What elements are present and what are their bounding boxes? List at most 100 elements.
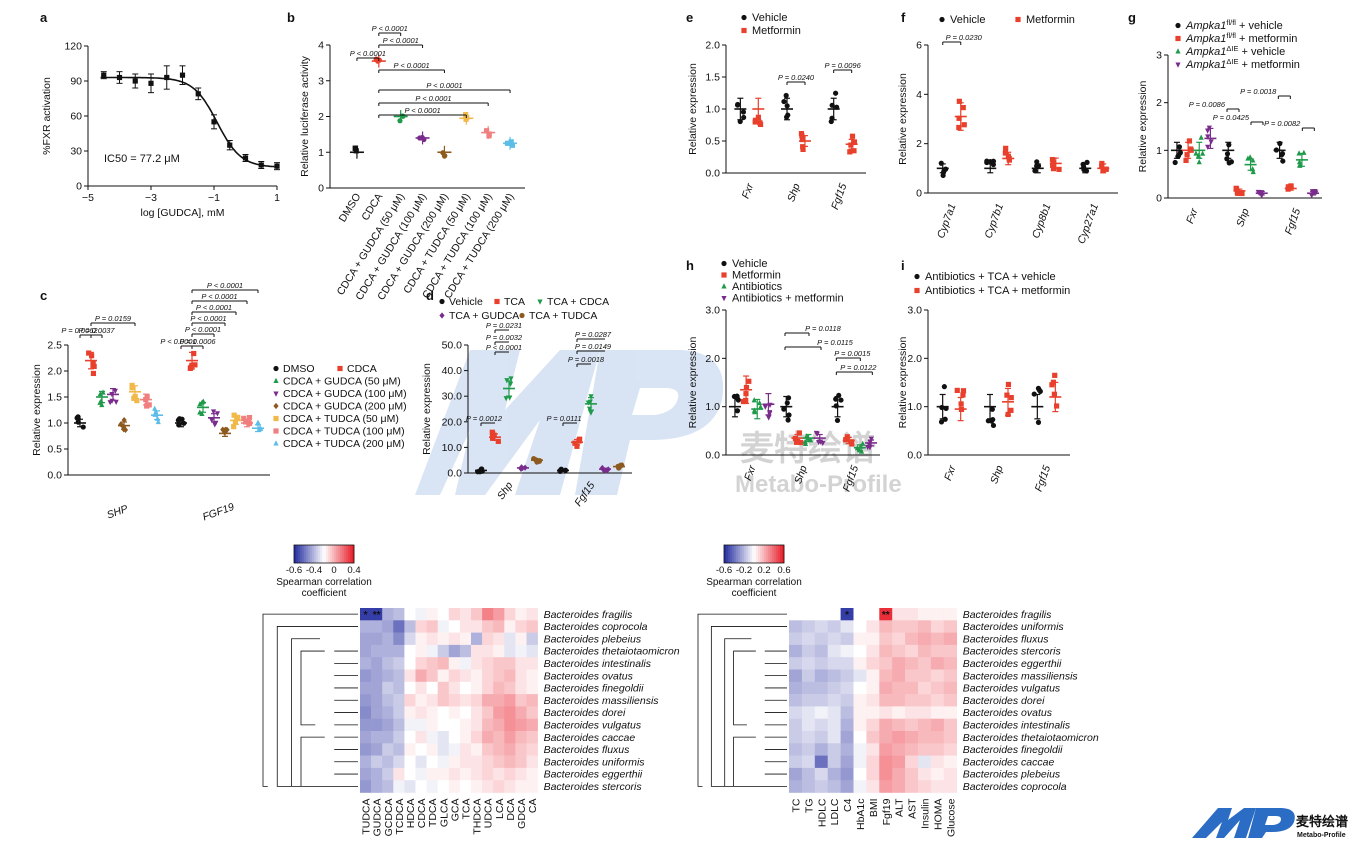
data-point xyxy=(148,80,154,86)
data-point xyxy=(1172,159,1178,166)
heatmap-cell xyxy=(437,731,450,744)
group-label: Shp xyxy=(988,464,1006,486)
heatmap-cell xyxy=(404,780,416,793)
heatmap-cell xyxy=(471,706,483,719)
p-value: P < 0.0001 xyxy=(404,106,440,115)
heatmap-cell xyxy=(515,780,527,793)
heatmap-cell xyxy=(504,755,516,769)
data-point xyxy=(851,148,857,154)
watermark-mark-icon xyxy=(415,350,600,495)
heatmap-cell xyxy=(789,608,803,621)
heatmap-cell xyxy=(504,718,516,732)
colorbar-label-line: coefficient xyxy=(302,588,347,599)
legend-gene: Ampka1 xyxy=(1185,33,1226,45)
data-point xyxy=(241,415,247,421)
heatmap-cell xyxy=(515,669,527,683)
data-point xyxy=(844,434,850,440)
heatmap-cell xyxy=(866,780,880,793)
colorbar-segment xyxy=(344,545,347,563)
legend-label: CDCA + TUDCA (50 μM) xyxy=(283,413,399,425)
data-point xyxy=(234,415,240,421)
series-points xyxy=(936,160,949,179)
heatmap-cell xyxy=(918,669,932,683)
heatmap-cell xyxy=(918,755,932,769)
legend-marker xyxy=(939,16,945,23)
legend-label: Antibiotics + TCA + metformin xyxy=(925,285,1070,297)
data-point xyxy=(242,155,249,161)
data-point xyxy=(956,124,962,131)
data-point xyxy=(1049,156,1056,163)
data-point xyxy=(274,163,280,169)
heatmap-cell xyxy=(360,755,372,769)
heatmap-cell xyxy=(789,620,803,633)
heatmap-cell xyxy=(853,694,867,707)
heatmap-cell xyxy=(515,718,527,732)
heatmap-cell xyxy=(437,780,450,793)
data-point xyxy=(802,440,809,446)
colorbar-segment xyxy=(336,545,339,563)
column-label: CDCA xyxy=(416,799,428,829)
colorbar-segment xyxy=(350,545,353,563)
y-tick-label: 2.0 xyxy=(705,353,720,365)
panel-d: 0.0 10.0 20.0 30.0 40.0 50.0 Relative expressi… xyxy=(421,321,632,509)
heatmap-cell xyxy=(943,657,957,670)
heatmap-cell xyxy=(493,620,505,633)
heatmap-cell xyxy=(827,608,841,621)
heatmap-cell xyxy=(943,706,957,719)
group-label: Cyp8b1 xyxy=(1030,202,1054,240)
p-value: P = 0.0018 xyxy=(568,355,605,364)
heatmap-cell xyxy=(789,669,803,683)
heatmap-cell xyxy=(879,620,893,633)
y-tick-label: 2 xyxy=(1156,97,1162,109)
heatmap-cell xyxy=(827,644,841,658)
heatmap-cell xyxy=(866,644,880,658)
heatmap-cell xyxy=(482,706,494,719)
data-point xyxy=(1250,168,1256,175)
row-label: Bacteroides finegoldii xyxy=(963,744,1063,756)
series-points xyxy=(1002,381,1014,418)
data-point xyxy=(489,429,495,435)
column-label: HbA1c xyxy=(855,799,867,831)
heatmap-cell xyxy=(526,706,538,719)
heatmap-cell xyxy=(471,681,483,695)
legend-marker xyxy=(1175,35,1181,42)
row-label: Bacteroides dorei xyxy=(963,695,1045,707)
data-point xyxy=(781,98,787,105)
heatmap-cell xyxy=(892,731,906,744)
colorbar-segment xyxy=(324,545,327,563)
legend-sup: ΔIE xyxy=(1226,57,1238,66)
heatmap-cell xyxy=(526,608,538,621)
data-point xyxy=(353,148,359,154)
heatmap-cell xyxy=(515,731,527,744)
heatmap-cell xyxy=(360,620,372,633)
heatmap-cell xyxy=(930,706,945,719)
heatmap-cell xyxy=(415,743,427,756)
y-tick-label: 40.0 xyxy=(442,365,463,377)
heatmap-cell xyxy=(827,706,841,719)
column-label: DCA xyxy=(505,799,517,821)
colorbar-segment xyxy=(770,545,773,563)
x-tick-label: −1 xyxy=(208,192,220,204)
heatmap-cell xyxy=(504,767,516,781)
heatmap-cell xyxy=(459,620,472,633)
colorbar-segment xyxy=(294,545,297,563)
data-point xyxy=(960,388,967,394)
y-tick-label: 2 xyxy=(916,138,922,150)
panel-c: 0.0 0.5 1.0 1.5 2.0 2.5 Relative expression SHP… xyxy=(31,281,270,523)
data-point xyxy=(175,417,181,423)
heatmap-cell xyxy=(504,780,516,793)
heatmap-cell xyxy=(393,780,405,793)
series-points xyxy=(1204,125,1217,150)
legend-gene: Ampka1 xyxy=(1185,59,1226,71)
legend-label: TCA xyxy=(504,296,525,308)
data-point xyxy=(155,418,161,425)
p-value: P = 0.0018 xyxy=(1240,87,1277,96)
heatmap-cell xyxy=(879,731,893,744)
heatmap-cell xyxy=(905,743,919,756)
heatmap-cell xyxy=(827,669,841,683)
colorbar-segment xyxy=(312,545,315,563)
p-value: P = 0.0149 xyxy=(575,342,612,351)
data-point xyxy=(1006,157,1012,163)
data-point xyxy=(1051,391,1058,397)
